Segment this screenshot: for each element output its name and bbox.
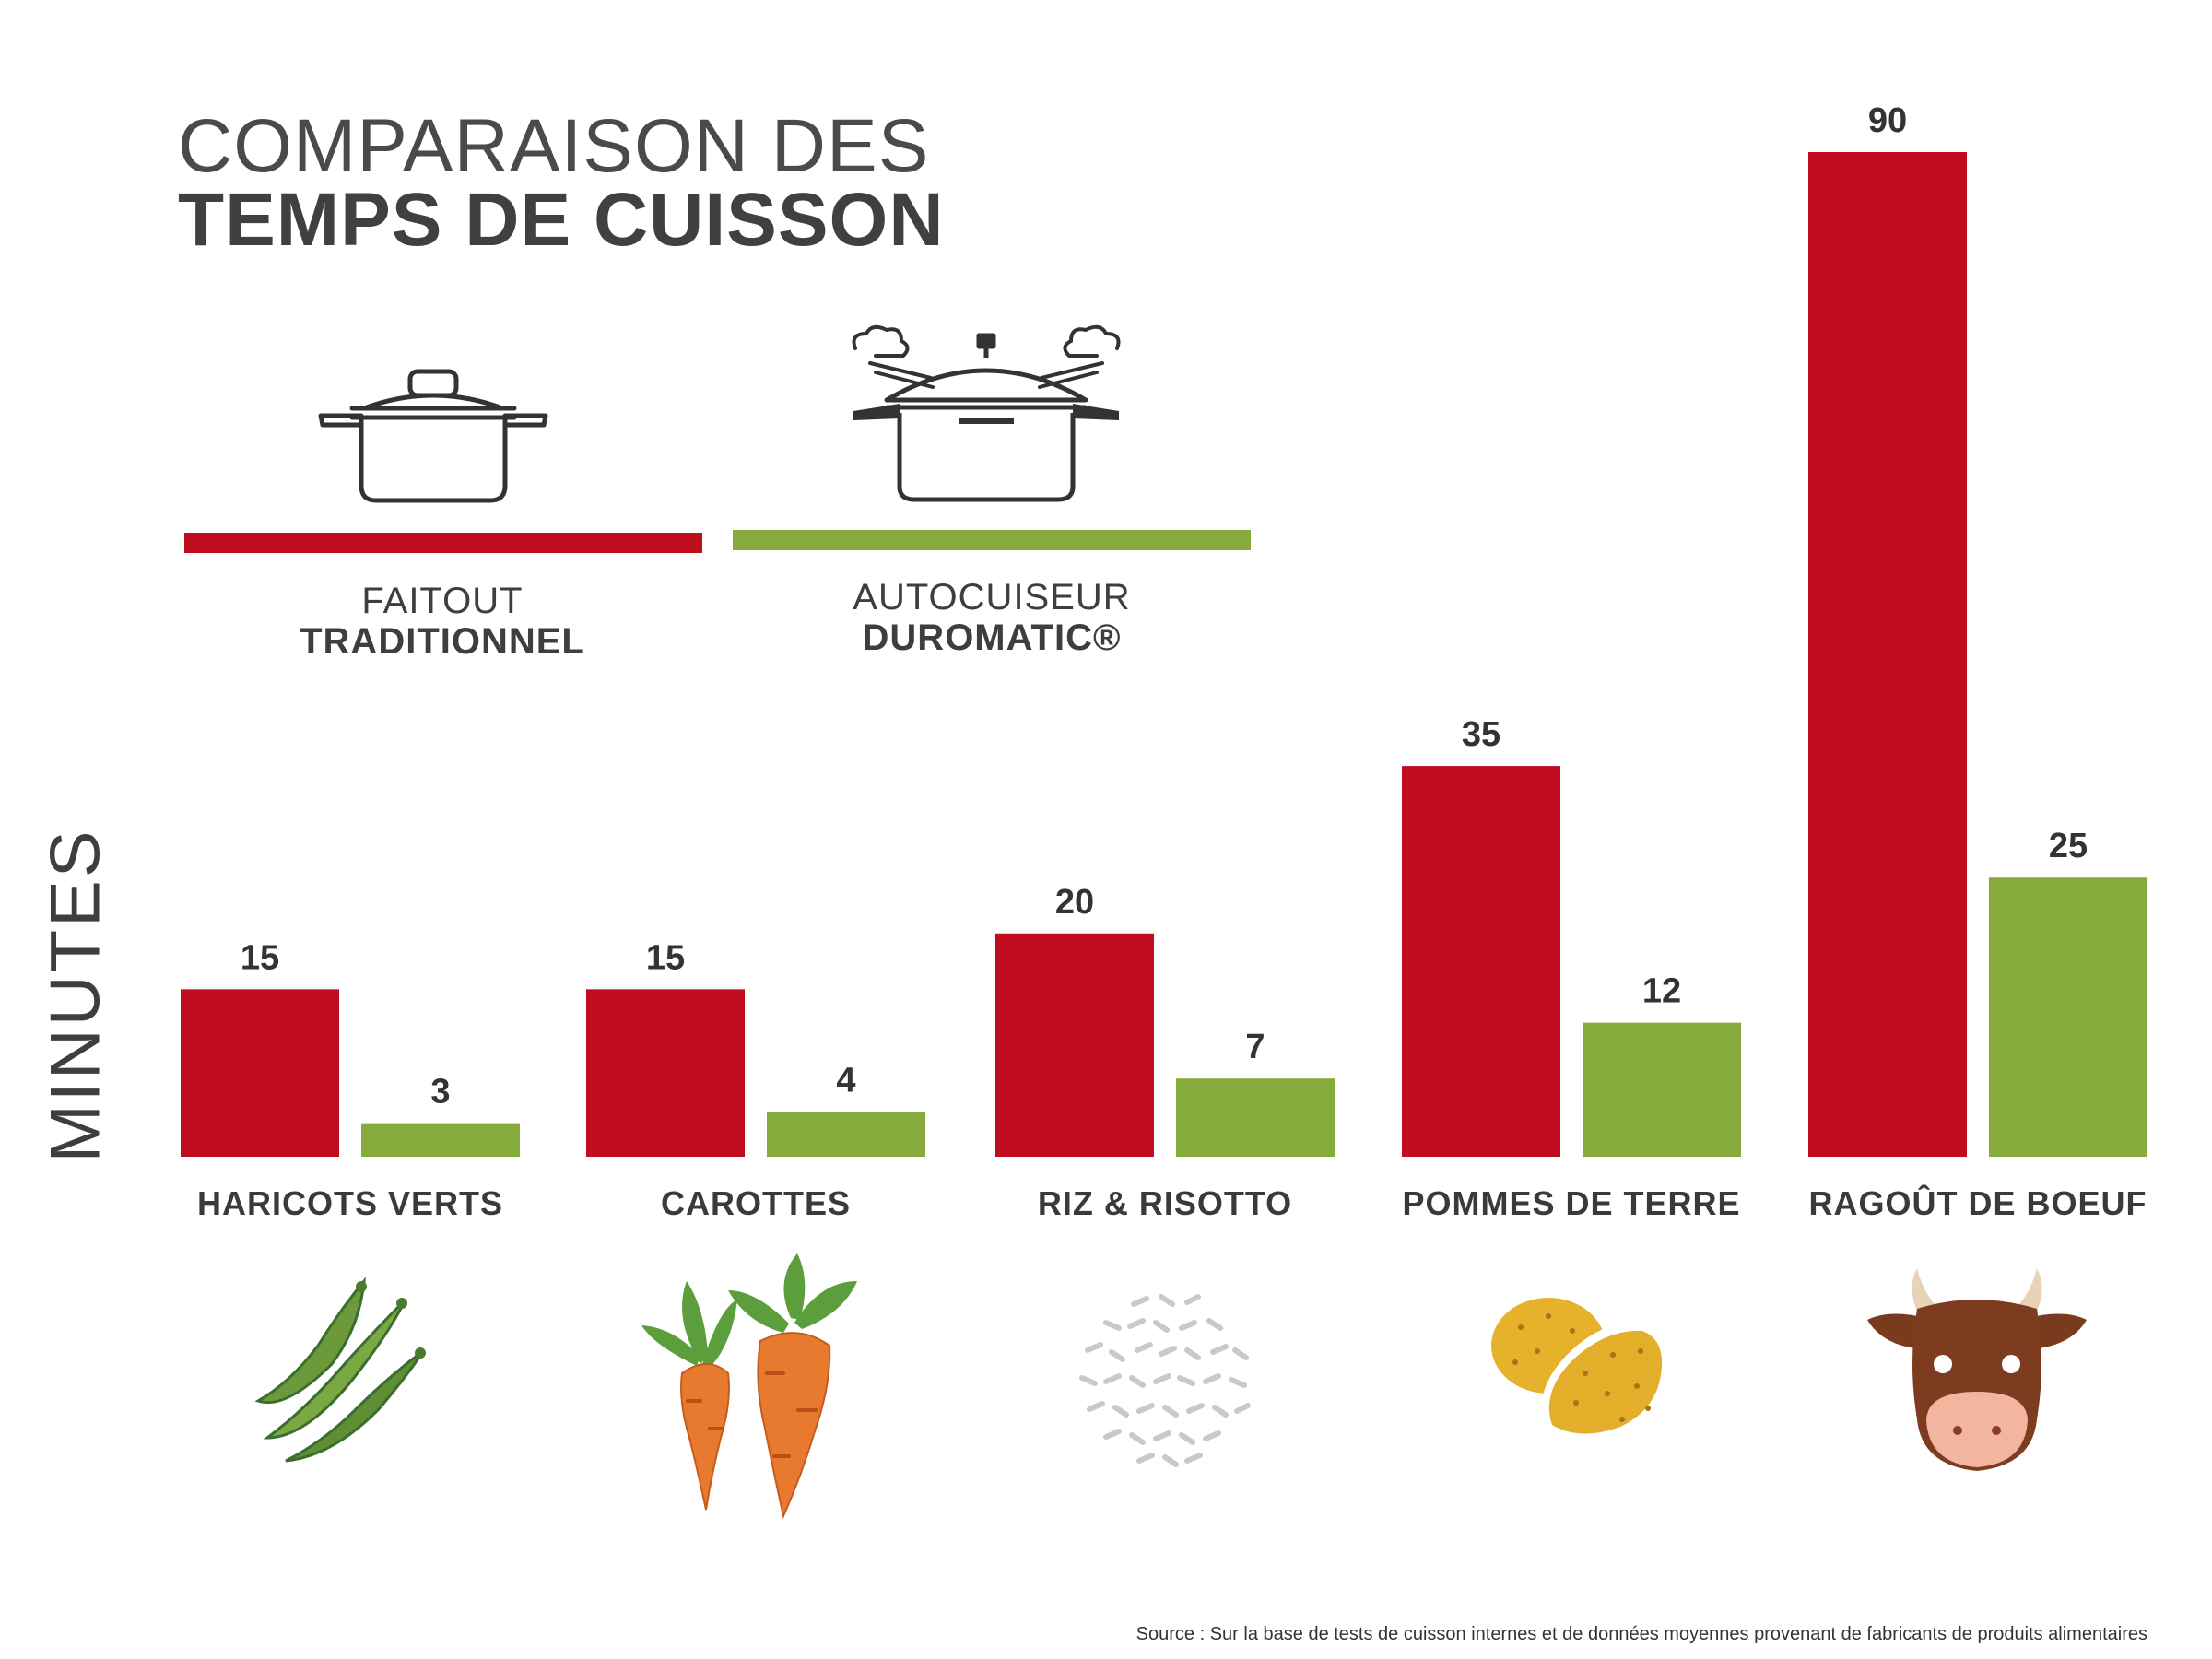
- chart-title-line1: COMPARAISON DES: [178, 104, 930, 188]
- potatoes-icon: [1491, 1298, 1669, 1441]
- cow-icon: [1867, 1268, 2087, 1471]
- bar-haricots-verts-duromatic: [361, 1123, 520, 1157]
- chart-title-line2: TEMPS DE CUISSON: [178, 178, 945, 262]
- value-label-pommes-de-terre-duromatic: 12: [1642, 972, 1681, 1011]
- value-label-haricots-verts-duromatic: 3: [430, 1073, 450, 1112]
- bar-carottes-duromatic: [767, 1112, 925, 1157]
- bar-carottes-traditionnel: [586, 989, 745, 1157]
- legend-label-autocuiseur: AUTOCUISEUR: [853, 577, 1131, 618]
- pot-icon: [318, 369, 548, 503]
- carrots-icon: [641, 1253, 857, 1520]
- bar-haricots-verts-traditionnel: [181, 989, 339, 1157]
- value-label-carottes-duromatic: 4: [836, 1062, 855, 1100]
- bar-ragout-de-boeuf-duromatic: [1989, 877, 2147, 1157]
- value-label-carottes-traditionnel: 15: [646, 938, 685, 977]
- pressure-cooker-icon: [852, 324, 1121, 502]
- bar-pommes-de-terre-duromatic: [1583, 1022, 1741, 1157]
- value-label-riz-risotto-traditionnel: 20: [1055, 883, 1094, 922]
- bar-ragout-de-boeuf-traditionnel: [1808, 152, 1967, 1157]
- bar-riz-risotto-duromatic: [1176, 1078, 1335, 1157]
- source-note: Source : Sur la base de tests de cuisson…: [1135, 1624, 2147, 1644]
- category-label-ragout-de-boeuf: RAGOÛT DE BOEUF: [1808, 1183, 2147, 1222]
- legend-swatch-duromatic: [733, 530, 1251, 550]
- bar-riz-risotto-traditionnel: [995, 933, 1154, 1157]
- category-label-carottes: CAROTTES: [661, 1184, 851, 1222]
- rice-icon: [1079, 1294, 1251, 1467]
- legend-label-faitout: FAITOUT: [361, 581, 524, 621]
- value-label-pommes-de-terre-traditionnel: 35: [1462, 715, 1500, 754]
- legend-label-duromatic: DUROMATIC®: [862, 618, 1122, 658]
- value-label-riz-risotto-duromatic: 7: [1245, 1028, 1265, 1066]
- category-label-haricots-verts: HARICOTS VERTS: [197, 1184, 503, 1222]
- legend-label-traditionnel: TRADITIONNEL: [300, 621, 585, 662]
- category-label-riz-risotto: RIZ & RISOTTO: [1038, 1184, 1292, 1222]
- legend-swatch-traditionnel: [184, 533, 702, 553]
- green-beans-icon: [254, 1277, 426, 1463]
- value-label-ragout-de-boeuf-duromatic: 25: [2049, 827, 2088, 865]
- value-label-haricots-verts-traditionnel: 15: [241, 938, 279, 977]
- category-label-pommes-de-terre: POMMES DE TERRE: [1402, 1184, 1740, 1222]
- value-label-ragout-de-boeuf-traditionnel: 90: [1868, 101, 1907, 140]
- bar-pommes-de-terre-traditionnel: [1402, 766, 1560, 1157]
